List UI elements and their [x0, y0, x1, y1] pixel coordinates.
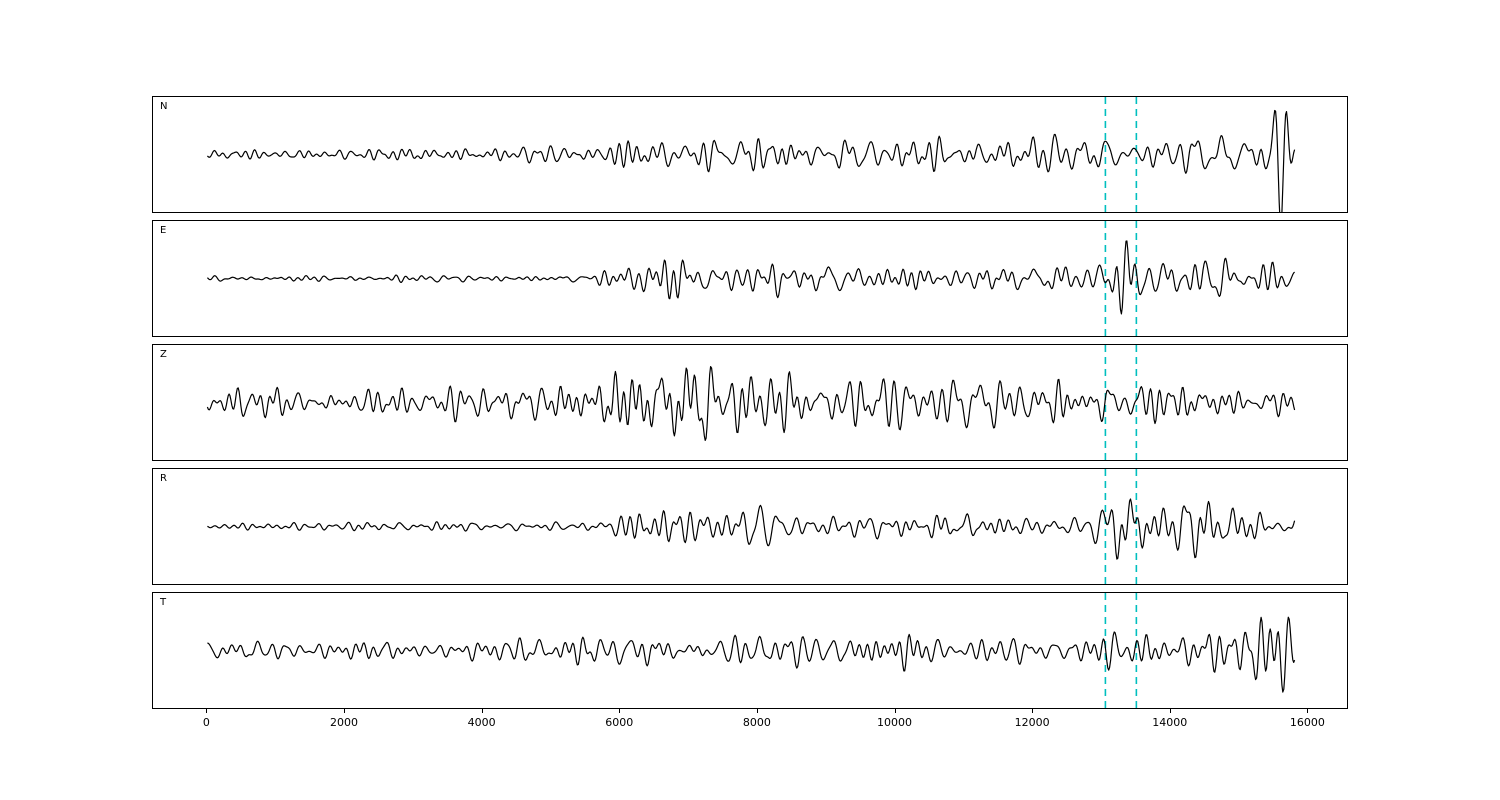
trace-label-E: E: [160, 225, 167, 236]
trace-panel-R: R: [152, 468, 1348, 585]
trace-panel-T: T: [152, 592, 1348, 709]
x-tick-label: 12000: [1014, 716, 1050, 729]
x-tick-label: 10000: [877, 716, 912, 729]
trace-panel-E: E: [152, 220, 1348, 337]
trace-label-N: N: [160, 101, 168, 112]
trace-label-Z: Z: [160, 349, 167, 360]
trace-label-T: T: [160, 597, 167, 608]
waveform-path-E: [206, 240, 1295, 315]
x-tick: [619, 709, 621, 713]
x-tick-label: 8000: [742, 716, 771, 729]
x-tick: [756, 709, 758, 713]
waveform-path-N: [206, 109, 1296, 212]
trace-panel-N: N: [152, 96, 1348, 213]
x-tick-label: 2000: [329, 716, 358, 729]
waveform-path-Z: [206, 366, 1296, 442]
x-tick: [206, 709, 208, 713]
x-tick-label: 14000: [1152, 716, 1188, 729]
waveform-path-R: [207, 498, 1296, 560]
x-tick: [1032, 709, 1034, 713]
x-tick-label: 0: [202, 716, 210, 729]
waveform-path-T: [207, 616, 1296, 693]
trace-panel-Z: Z: [152, 344, 1348, 461]
x-tick: [894, 709, 896, 713]
x-tick: [343, 709, 345, 713]
x-tick: [1307, 709, 1309, 713]
x-tick-label: 6000: [605, 716, 634, 729]
x-tick-label: 16000: [1289, 716, 1325, 729]
x-tick: [481, 709, 483, 713]
x-tick-label: 4000: [467, 716, 496, 729]
trace-label-R: R: [160, 473, 167, 484]
x-tick: [1169, 709, 1171, 713]
